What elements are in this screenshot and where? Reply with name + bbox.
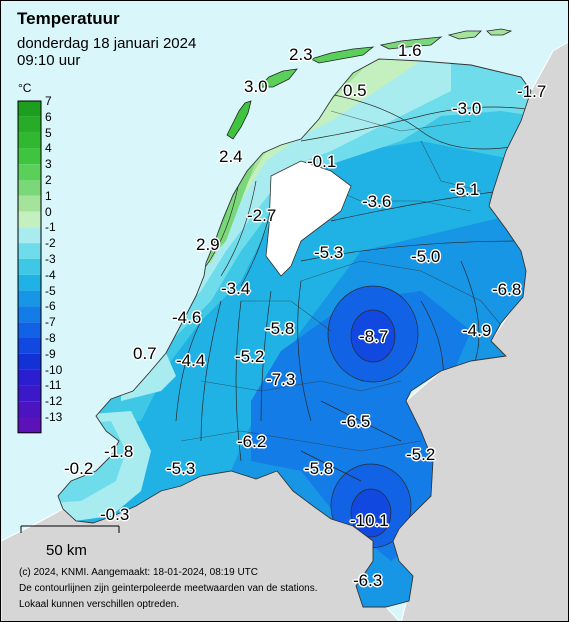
station-label: -5.3 [314, 243, 344, 262]
legend-value: 7 [45, 94, 52, 108]
station-label: -6.8 [492, 280, 522, 299]
legend-swatch [18, 132, 41, 149]
station-label: 0.7 [133, 344, 157, 363]
station-label: -10.1 [350, 511, 389, 530]
station-label: -6.2 [237, 432, 267, 451]
legend-swatch [18, 227, 41, 244]
legend-value: -12 [45, 394, 63, 409]
station-label: -5.2 [235, 347, 265, 366]
legend-swatch [18, 164, 41, 180]
station-label: -5.3 [166, 459, 196, 478]
netherlands-outline [57, 58, 532, 608]
station-label: -2.7 [247, 206, 277, 225]
station-label: -8.7 [359, 327, 389, 346]
station-label: 2.9 [196, 235, 220, 254]
legend-swatch [18, 211, 41, 228]
station-label: -3.0 [452, 99, 482, 118]
station-label: 2.4 [219, 147, 243, 166]
station-label: -6.5 [341, 412, 371, 431]
station-label: 3.0 [244, 77, 268, 96]
station-label: -0.1 [307, 152, 337, 171]
legend-swatch [18, 195, 41, 212]
legend-value: -9 [45, 346, 56, 361]
legend-value: -3 [45, 252, 56, 266]
station-label: -4.6 [172, 308, 202, 327]
legend-value: 5 [45, 125, 52, 140]
legend-swatch [18, 290, 41, 307]
footer-copyright: (c) 2024, KNMI. Aangemaakt: 18-01-2024, … [19, 567, 259, 578]
legend-value: -8 [45, 331, 56, 345]
legend-swatch [18, 243, 41, 259]
legend-border [17, 100, 42, 434]
legend-value: -13 [45, 410, 63, 424]
station-label: 0.5 [343, 81, 367, 100]
legend-value: -2 [45, 236, 56, 251]
map-title: Temperatuur [17, 9, 120, 28]
station-label: -7.3 [266, 370, 296, 389]
legend-value: 0 [45, 204, 52, 219]
map-date: donderdag 18 januari 2024 [17, 35, 197, 52]
wadden-islands [226, 28, 513, 140]
legend-value: -4 [45, 267, 56, 282]
legend-value: -1 [45, 220, 56, 235]
legend-swatch [18, 369, 41, 386]
station-label: -4.4 [176, 351, 206, 370]
legend-swatch [18, 180, 41, 196]
footer-note-local: Lokaal kunnen verschillen optreden. [19, 599, 180, 610]
station-label: -5.8 [304, 459, 334, 478]
legend-swatch [18, 417, 41, 433]
legend-swatch [18, 116, 41, 133]
legend-swatch [18, 401, 41, 417]
station-label: -0.3 [100, 505, 130, 524]
station-label: -6.3 [353, 571, 383, 590]
scale-label: 50 km [46, 542, 87, 559]
station-label: -5.1 [450, 180, 480, 199]
legend-unit: °C [18, 81, 32, 95]
station-label: -1.8 [104, 442, 134, 461]
legend-value: -6 [45, 299, 56, 314]
legend-swatch [18, 322, 41, 338]
legend-color-bar [17, 100, 42, 434]
legend-value: 1 [45, 188, 52, 203]
legend-value: -11 [45, 378, 62, 393]
station-label: -0.2 [64, 459, 94, 478]
footer-note-contours: De contourlijnen zijn geinterpoleerde me… [19, 583, 318, 594]
station-label: -5.8 [265, 319, 295, 338]
legend-swatch [18, 338, 41, 354]
station-label: 2.3 [289, 45, 313, 64]
station-label: -1.7 [517, 82, 547, 101]
legend-swatch [18, 274, 41, 291]
station-label: -3.4 [221, 279, 251, 298]
legend-swatch [18, 148, 41, 165]
legend-swatch [18, 306, 41, 323]
legend-value: -7 [45, 315, 56, 330]
legend-value: 4 [45, 141, 52, 156]
station-label: 1.6 [398, 41, 422, 60]
legend-swatch [18, 101, 41, 117]
station-label: -5.2 [406, 445, 436, 464]
scale-bar [20, 525, 120, 533]
legend-value: 6 [45, 109, 52, 124]
legend-value: 2 [45, 173, 52, 187]
legend-value: -5 [45, 283, 56, 298]
legend-value: 3 [45, 157, 52, 172]
legend-swatch [18, 259, 41, 275]
map-time: 09:10 uur [17, 52, 81, 69]
station-label: -4.9 [462, 321, 492, 340]
station-label: -5.0 [411, 247, 441, 266]
legend-swatch [18, 385, 41, 402]
station-label: -3.6 [362, 192, 392, 211]
legend-value: -10 [45, 362, 63, 377]
legend-swatch [18, 353, 41, 370]
